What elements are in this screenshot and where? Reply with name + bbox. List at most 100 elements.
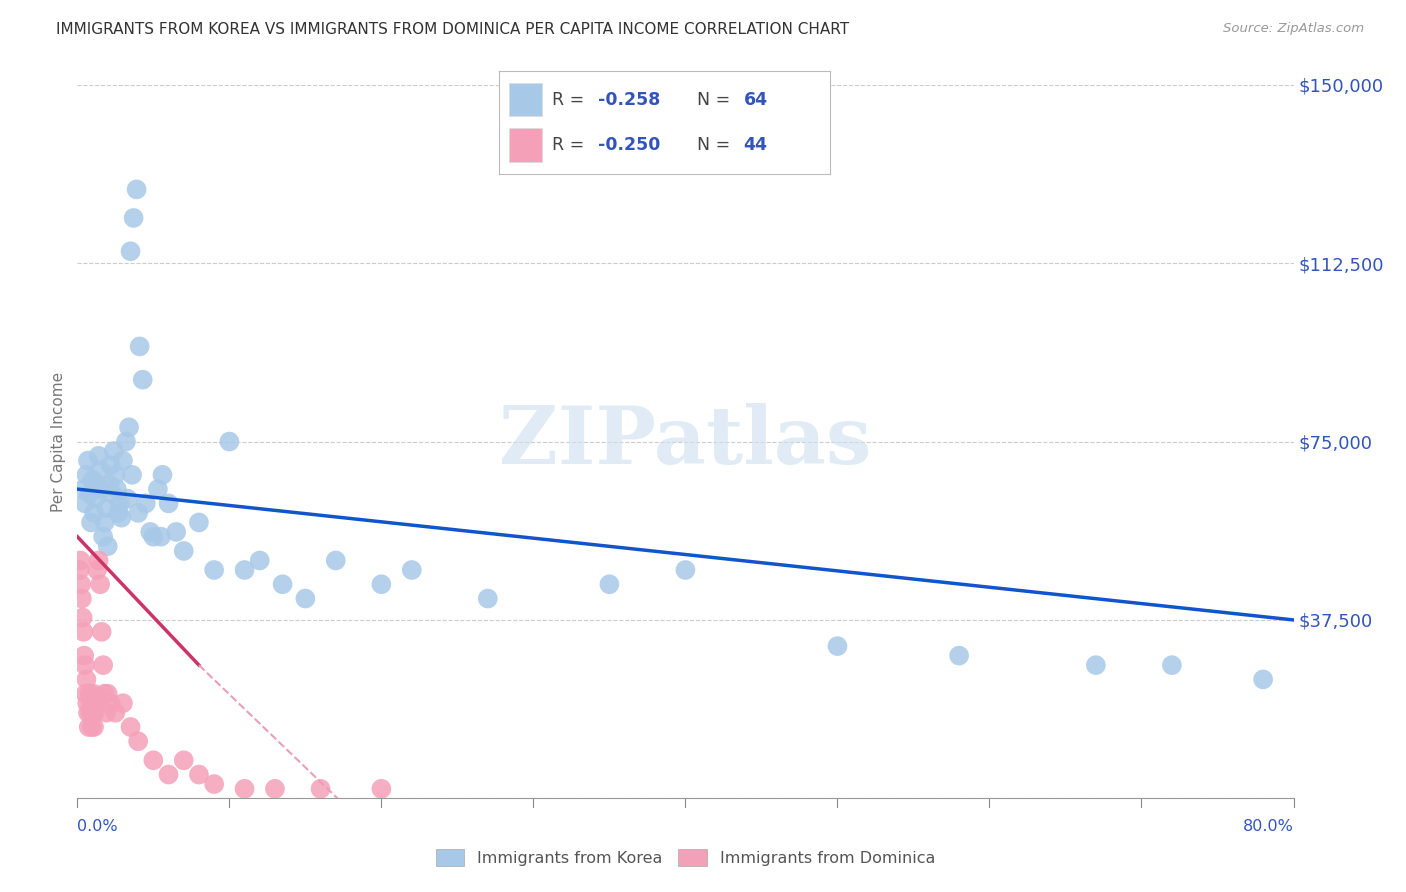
Point: [370, 577, 392, 591]
Point: [149, 530, 172, 544]
Point: [111, 453, 134, 467]
Point: [1251, 673, 1274, 687]
Point: [77, 453, 100, 467]
Point: [117, 491, 139, 506]
Text: R =: R =: [553, 136, 589, 153]
Point: [157, 767, 180, 781]
FancyBboxPatch shape: [509, 83, 543, 117]
Point: [139, 524, 162, 539]
Point: [77, 706, 100, 720]
Point: [218, 434, 240, 449]
Point: [142, 530, 165, 544]
Text: R =: R =: [553, 91, 589, 109]
Point: [97, 539, 120, 553]
Point: [91, 530, 114, 544]
Point: [108, 496, 131, 510]
Point: [115, 434, 138, 449]
Text: ZIPatlas: ZIPatlas: [499, 402, 872, 481]
Point: [97, 687, 120, 701]
Point: [173, 544, 195, 558]
Point: [128, 339, 150, 353]
Point: [86, 563, 108, 577]
Point: [110, 510, 132, 524]
Point: [100, 458, 122, 473]
Text: Source: ZipAtlas.com: Source: ZipAtlas.com: [1223, 22, 1364, 36]
Point: [103, 444, 125, 458]
Point: [264, 781, 287, 796]
Point: [100, 696, 122, 710]
Point: [75, 673, 97, 687]
Point: [104, 467, 127, 482]
Point: [90, 482, 112, 496]
Point: [80, 516, 103, 530]
Point: [477, 591, 499, 606]
Text: 80.0%: 80.0%: [1243, 820, 1294, 834]
Point: [202, 563, 225, 577]
Point: [202, 777, 225, 791]
Point: [1084, 658, 1107, 673]
Point: [101, 487, 124, 501]
Point: [249, 553, 271, 567]
Point: [173, 753, 195, 767]
Point: [165, 524, 187, 539]
Point: [370, 781, 392, 796]
Point: [73, 496, 96, 510]
Point: [121, 467, 143, 482]
Point: [1161, 658, 1184, 673]
Point: [82, 687, 104, 701]
Point: [120, 244, 142, 259]
Point: [135, 496, 157, 510]
Point: [83, 706, 105, 720]
Text: 64: 64: [744, 91, 768, 109]
Point: [72, 610, 94, 624]
Point: [98, 477, 121, 491]
Text: 0.0%: 0.0%: [77, 820, 118, 834]
Text: N =: N =: [697, 91, 737, 109]
Point: [294, 591, 316, 606]
Point: [93, 516, 115, 530]
Legend: Immigrants from Korea, Immigrants from Dominica: Immigrants from Korea, Immigrants from D…: [429, 843, 942, 872]
Point: [79, 687, 101, 701]
Point: [76, 696, 98, 710]
Point: [91, 658, 114, 673]
Point: [146, 482, 169, 496]
Point: [90, 624, 112, 639]
Point: [84, 491, 107, 506]
Point: [82, 473, 104, 487]
Point: [69, 553, 91, 567]
Text: 44: 44: [744, 136, 768, 153]
Point: [80, 720, 103, 734]
Point: [127, 506, 149, 520]
Point: [948, 648, 970, 663]
Point: [188, 516, 211, 530]
Point: [73, 658, 96, 673]
Point: [111, 696, 134, 710]
Point: [598, 577, 620, 591]
Point: [83, 720, 105, 734]
Point: [84, 696, 107, 710]
Point: [104, 706, 127, 720]
Point: [233, 563, 256, 577]
Point: [188, 767, 211, 781]
Point: [79, 706, 101, 720]
Point: [401, 563, 423, 577]
FancyBboxPatch shape: [509, 128, 543, 161]
Point: [105, 482, 128, 496]
Point: [157, 496, 180, 510]
Point: [122, 211, 145, 225]
Point: [80, 696, 103, 710]
Y-axis label: Per Capita Income: Per Capita Income: [51, 371, 66, 512]
Point: [118, 420, 141, 434]
Point: [96, 501, 118, 516]
Text: N =: N =: [697, 136, 737, 153]
Point: [107, 506, 129, 520]
Point: [72, 482, 94, 496]
Point: [142, 753, 165, 767]
Text: IMMIGRANTS FROM KOREA VS IMMIGRANTS FROM DOMINICA PER CAPITA INCOME CORRELATION : IMMIGRANTS FROM KOREA VS IMMIGRANTS FROM…: [56, 22, 849, 37]
Point: [152, 467, 174, 482]
Text: -0.250: -0.250: [599, 136, 661, 153]
Point: [93, 687, 115, 701]
Point: [77, 720, 100, 734]
Point: [75, 687, 97, 701]
Text: -0.258: -0.258: [599, 91, 661, 109]
